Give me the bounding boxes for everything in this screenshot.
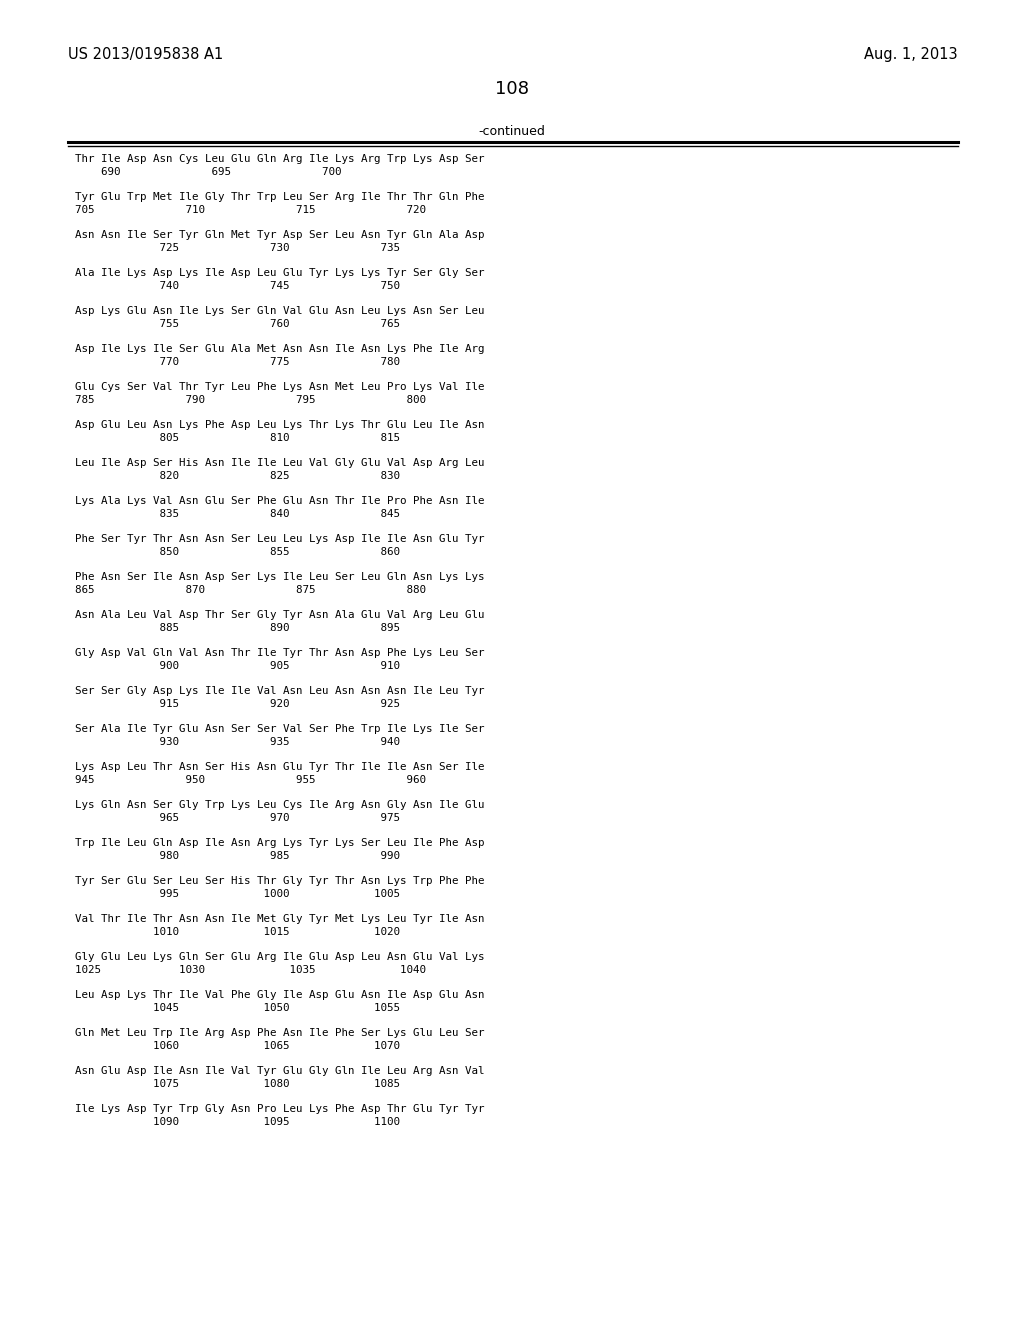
Text: Glu Cys Ser Val Thr Tyr Leu Phe Lys Asn Met Leu Pro Lys Val Ile: Glu Cys Ser Val Thr Tyr Leu Phe Lys Asn … — [75, 381, 484, 392]
Text: 1025            1030             1035             1040: 1025 1030 1035 1040 — [75, 965, 426, 975]
Text: Ser Ala Ile Tyr Glu Asn Ser Ser Val Ser Phe Trp Ile Lys Ile Ser: Ser Ala Ile Tyr Glu Asn Ser Ser Val Ser … — [75, 723, 484, 734]
Text: 1090             1095             1100: 1090 1095 1100 — [75, 1117, 400, 1127]
Text: 945              950              955              960: 945 950 955 960 — [75, 775, 426, 785]
Text: Ile Lys Asp Tyr Trp Gly Asn Pro Leu Lys Phe Asp Thr Glu Tyr Tyr: Ile Lys Asp Tyr Trp Gly Asn Pro Leu Lys … — [75, 1104, 484, 1114]
Text: 930              935              940: 930 935 940 — [75, 737, 400, 747]
Text: Aug. 1, 2013: Aug. 1, 2013 — [864, 48, 958, 62]
Text: 835              840              845: 835 840 845 — [75, 510, 400, 519]
Text: Asn Asn Ile Ser Tyr Gln Met Tyr Asp Ser Leu Asn Tyr Gln Ala Asp: Asn Asn Ile Ser Tyr Gln Met Tyr Asp Ser … — [75, 230, 484, 240]
Text: Ser Ser Gly Asp Lys Ile Ile Val Asn Leu Asn Asn Asn Ile Leu Tyr: Ser Ser Gly Asp Lys Ile Ile Val Asn Leu … — [75, 686, 484, 696]
Text: Leu Asp Lys Thr Ile Val Phe Gly Ile Asp Glu Asn Ile Asp Glu Asn: Leu Asp Lys Thr Ile Val Phe Gly Ile Asp … — [75, 990, 484, 1001]
Text: US 2013/0195838 A1: US 2013/0195838 A1 — [68, 48, 223, 62]
Text: 995             1000             1005: 995 1000 1005 — [75, 888, 400, 899]
Text: Phe Asn Ser Ile Asn Asp Ser Lys Ile Leu Ser Leu Gln Asn Lys Lys: Phe Asn Ser Ile Asn Asp Ser Lys Ile Leu … — [75, 572, 484, 582]
Text: Asp Ile Lys Ile Ser Glu Ala Met Asn Asn Ile Asn Lys Phe Ile Arg: Asp Ile Lys Ile Ser Glu Ala Met Asn Asn … — [75, 345, 484, 354]
Text: 865              870              875              880: 865 870 875 880 — [75, 585, 426, 595]
Text: 900              905              910: 900 905 910 — [75, 661, 400, 671]
Text: Gly Glu Leu Lys Gln Ser Glu Arg Ile Glu Asp Leu Asn Glu Val Lys: Gly Glu Leu Lys Gln Ser Glu Arg Ile Glu … — [75, 952, 484, 962]
Text: -continued: -continued — [478, 125, 546, 139]
Text: 1060             1065             1070: 1060 1065 1070 — [75, 1041, 400, 1051]
Text: 725              730              735: 725 730 735 — [75, 243, 400, 253]
Text: Asp Glu Leu Asn Lys Phe Asp Leu Lys Thr Lys Thr Glu Leu Ile Asn: Asp Glu Leu Asn Lys Phe Asp Leu Lys Thr … — [75, 420, 484, 430]
Text: Lys Asp Leu Thr Asn Ser His Asn Glu Tyr Thr Ile Ile Asn Ser Ile: Lys Asp Leu Thr Asn Ser His Asn Glu Tyr … — [75, 762, 484, 772]
Text: Asn Ala Leu Val Asp Thr Ser Gly Tyr Asn Ala Glu Val Arg Leu Glu: Asn Ala Leu Val Asp Thr Ser Gly Tyr Asn … — [75, 610, 484, 620]
Text: 965              970              975: 965 970 975 — [75, 813, 400, 822]
Text: 108: 108 — [495, 81, 529, 98]
Text: 820              825              830: 820 825 830 — [75, 471, 400, 480]
Text: Trp Ile Leu Gln Asp Ile Asn Arg Lys Tyr Lys Ser Leu Ile Phe Asp: Trp Ile Leu Gln Asp Ile Asn Arg Lys Tyr … — [75, 838, 484, 847]
Text: 850              855              860: 850 855 860 — [75, 546, 400, 557]
Text: 1010             1015             1020: 1010 1015 1020 — [75, 927, 400, 937]
Text: Gln Met Leu Trp Ile Arg Asp Phe Asn Ile Phe Ser Lys Glu Leu Ser: Gln Met Leu Trp Ile Arg Asp Phe Asn Ile … — [75, 1028, 484, 1038]
Text: 755              760              765: 755 760 765 — [75, 319, 400, 329]
Text: Lys Gln Asn Ser Gly Trp Lys Leu Cys Ile Arg Asn Gly Asn Ile Glu: Lys Gln Asn Ser Gly Trp Lys Leu Cys Ile … — [75, 800, 484, 810]
Text: 740              745              750: 740 745 750 — [75, 281, 400, 290]
Text: Val Thr Ile Thr Asn Asn Ile Met Gly Tyr Met Lys Leu Tyr Ile Asn: Val Thr Ile Thr Asn Asn Ile Met Gly Tyr … — [75, 913, 484, 924]
Text: Tyr Ser Glu Ser Leu Ser His Thr Gly Tyr Thr Asn Lys Trp Phe Phe: Tyr Ser Glu Ser Leu Ser His Thr Gly Tyr … — [75, 876, 484, 886]
Text: Phe Ser Tyr Thr Asn Asn Ser Leu Leu Lys Asp Ile Ile Asn Glu Tyr: Phe Ser Tyr Thr Asn Asn Ser Leu Leu Lys … — [75, 535, 484, 544]
Text: 885              890              895: 885 890 895 — [75, 623, 400, 634]
Text: Asn Glu Asp Ile Asn Ile Val Tyr Glu Gly Gln Ile Leu Arg Asn Val: Asn Glu Asp Ile Asn Ile Val Tyr Glu Gly … — [75, 1067, 484, 1076]
Text: Thr Ile Asp Asn Cys Leu Glu Gln Arg Ile Lys Arg Trp Lys Asp Ser: Thr Ile Asp Asn Cys Leu Glu Gln Arg Ile … — [75, 154, 484, 164]
Text: 1075             1080             1085: 1075 1080 1085 — [75, 1078, 400, 1089]
Text: 690              695              700: 690 695 700 — [75, 168, 341, 177]
Text: Lys Ala Lys Val Asn Glu Ser Phe Glu Asn Thr Ile Pro Phe Asn Ile: Lys Ala Lys Val Asn Glu Ser Phe Glu Asn … — [75, 496, 484, 506]
Text: 805              810              815: 805 810 815 — [75, 433, 400, 444]
Text: 980              985              990: 980 985 990 — [75, 851, 400, 861]
Text: 1045             1050             1055: 1045 1050 1055 — [75, 1003, 400, 1012]
Text: Asp Lys Glu Asn Ile Lys Ser Gln Val Glu Asn Leu Lys Asn Ser Leu: Asp Lys Glu Asn Ile Lys Ser Gln Val Glu … — [75, 306, 484, 315]
Text: Tyr Glu Trp Met Ile Gly Thr Trp Leu Ser Arg Ile Thr Thr Gln Phe: Tyr Glu Trp Met Ile Gly Thr Trp Leu Ser … — [75, 191, 484, 202]
Text: 705              710              715              720: 705 710 715 720 — [75, 205, 426, 215]
Text: 770              775              780: 770 775 780 — [75, 356, 400, 367]
Text: Ala Ile Lys Asp Lys Ile Asp Leu Glu Tyr Lys Lys Tyr Ser Gly Ser: Ala Ile Lys Asp Lys Ile Asp Leu Glu Tyr … — [75, 268, 484, 279]
Text: Leu Ile Asp Ser His Asn Ile Ile Leu Val Gly Glu Val Asp Arg Leu: Leu Ile Asp Ser His Asn Ile Ile Leu Val … — [75, 458, 484, 469]
Text: 915              920              925: 915 920 925 — [75, 700, 400, 709]
Text: 785              790              795              800: 785 790 795 800 — [75, 395, 426, 405]
Text: Gly Asp Val Gln Val Asn Thr Ile Tyr Thr Asn Asp Phe Lys Leu Ser: Gly Asp Val Gln Val Asn Thr Ile Tyr Thr … — [75, 648, 484, 657]
